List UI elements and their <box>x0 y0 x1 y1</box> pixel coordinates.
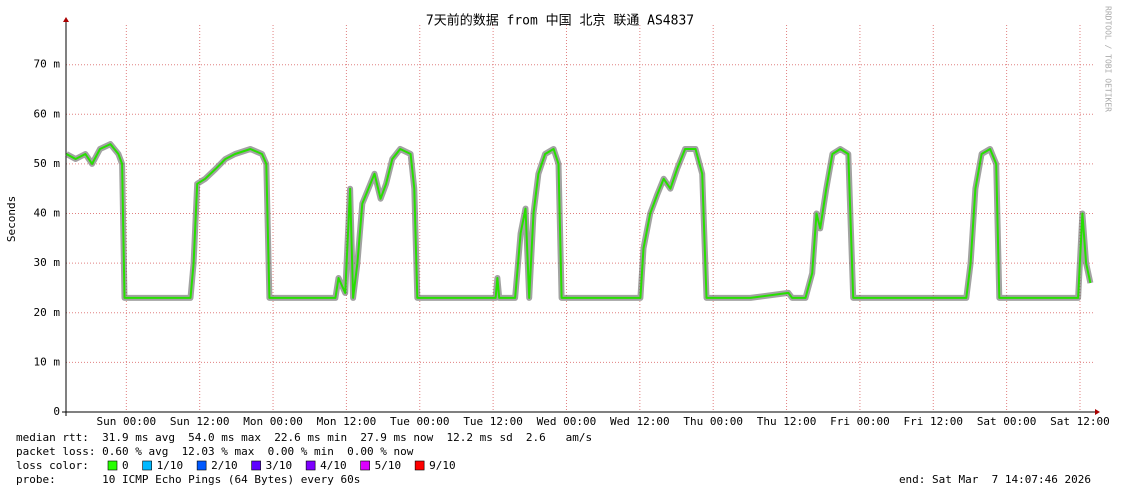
x-tick-label: Tue 12:00 <box>463 415 523 428</box>
y-tick-label: 30 m <box>34 256 61 269</box>
x-tick-label: Fri 12:00 <box>903 415 963 428</box>
loss-color-label: 0 <box>122 459 129 472</box>
loss-color-label: 2/10 <box>211 459 238 472</box>
x-tick-label: Thu 12:00 <box>757 415 817 428</box>
y-tick-label: 40 m <box>34 207 61 220</box>
loss-color-swatch <box>107 460 118 471</box>
x-tick-label: Tue 00:00 <box>390 415 450 428</box>
loss-color-swatch <box>142 460 152 471</box>
x-tick-label: Mon 12:00 <box>317 415 377 428</box>
y-tick-label: 50 m <box>34 157 61 170</box>
loss-color-swatch <box>251 460 261 471</box>
x-tick-label: Wed 00:00 <box>537 415 597 428</box>
x-tick-label: Mon 00:00 <box>243 415 303 428</box>
chart-title: 7天前的数据 from 中国 北京 联通 AS4837 <box>426 13 694 29</box>
x-tick-label: Thu 00:00 <box>683 415 743 428</box>
loss-color-label: loss color: <box>16 459 89 472</box>
packet-loss-stats: packet loss: 0.60 % avg 12.03 % max 0.00… <box>16 445 414 458</box>
x-tick-label: Sun 12:00 <box>170 415 230 428</box>
x-axis-arrow <box>1095 409 1100 415</box>
y-tick-label: 10 m <box>34 355 61 368</box>
y-tick-label: 60 m <box>34 107 61 120</box>
loss-color-swatch <box>360 460 370 471</box>
loss-color-label: 5/10 <box>375 459 402 472</box>
x-tick-label: Sat 12:00 <box>1050 415 1110 428</box>
watermark: RRDTOOL / TOBI OETIKER <box>1104 6 1113 112</box>
y-tick-label: 70 m <box>34 58 61 71</box>
loss-color-label: 3/10 <box>266 459 293 472</box>
x-tick-label: Fri 00:00 <box>830 415 890 428</box>
loss-color-label: 1/10 <box>157 459 184 472</box>
probe-info: probe: 10 ICMP Echo Pings (64 Bytes) eve… <box>16 473 360 486</box>
median-rtt-stats: median rtt: 31.9 ms avg 54.0 ms max 22.6… <box>16 431 592 444</box>
loss-color-swatch <box>196 460 207 471</box>
y-axis-label: Seconds <box>5 196 18 242</box>
loss-color-label: 9/10 <box>429 459 456 472</box>
x-tick-label: Wed 12:00 <box>610 415 670 428</box>
x-tick-label: Sun 00:00 <box>97 415 157 428</box>
end-time: end: Sat Mar 7 14:07:46 2026 <box>899 473 1091 486</box>
loss-color-swatch <box>305 460 316 471</box>
loss-color-label: 4/10 <box>320 459 347 472</box>
x-tick-label: Sat 00:00 <box>977 415 1037 428</box>
y-tick-label: 0 <box>53 405 60 418</box>
median-line <box>65 143 1092 299</box>
y-tick-label: 20 m <box>34 306 61 319</box>
y-axis-arrow <box>63 17 69 22</box>
loss-color-swatch <box>414 460 425 471</box>
